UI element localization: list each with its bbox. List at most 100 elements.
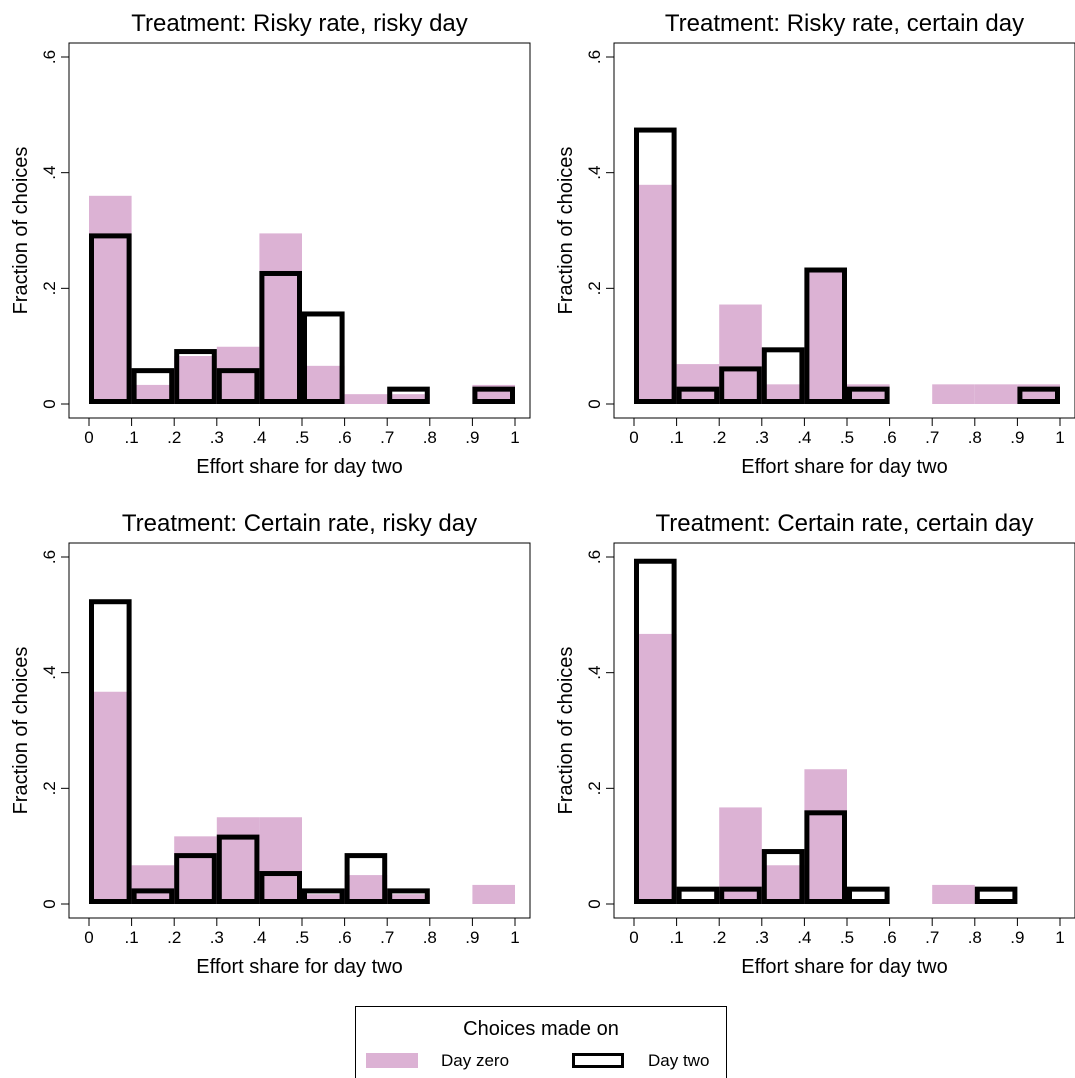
x-axis-title: Effort share for day two [196, 456, 402, 478]
bar-day-two [89, 233, 132, 404]
bar-day-two [804, 810, 848, 904]
x-tick-label: .1 [670, 928, 684, 947]
x-tick-label: 1 [510, 928, 519, 947]
x-axis-title: Effort share for day two [196, 956, 402, 978]
x-tick-label: 1 [510, 428, 519, 447]
bar-day-two [676, 386, 720, 404]
x-tick-label: .2 [167, 928, 181, 947]
x-tick-label: .9 [465, 928, 479, 947]
bar-day-zero [259, 817, 302, 904]
x-tick-label: .3 [755, 428, 769, 447]
bar-day-zero [974, 384, 1018, 404]
x-tick-label: .7 [380, 928, 394, 947]
x-tick-label: .5 [295, 428, 309, 447]
y-tick-label: .6 [40, 50, 59, 64]
bar-day-zero [932, 384, 975, 404]
x-tick-label: .4 [797, 428, 811, 447]
chart-panel-2: 0 .1 .2 .3 .4 .5 .6 .7 .8 .9 1 0 .2 .4 .6 Effort share … [555, 10, 1075, 478]
bar-day-two [131, 368, 175, 405]
x-tick-label: 1 [1055, 428, 1064, 447]
bar-day-two [974, 886, 1018, 905]
chart-title: Treatment: Risky rate, risky day [131, 10, 468, 37]
x-tick-label: 0 [84, 428, 93, 447]
bar-day-zero [634, 184, 677, 404]
bar-day-zero [174, 355, 217, 404]
bar-day-zero [174, 836, 217, 904]
y-tick-label: .6 [585, 550, 604, 564]
chart-title: Treatment: Certain rate, risky day [122, 510, 477, 537]
bar-day-two [634, 558, 677, 904]
y-tick-label: 0 [40, 399, 59, 408]
bar-day-two [216, 834, 260, 904]
x-tick-label: .8 [968, 928, 982, 947]
x-tick-label: .1 [125, 428, 139, 447]
bar-day-two [847, 886, 890, 905]
x-tick-label: 0 [629, 428, 638, 447]
y-tick-label: .4 [40, 166, 59, 180]
y-tick-label: .6 [40, 550, 59, 564]
bar-day-two [387, 386, 430, 404]
y-axis-title: Fraction of choices [555, 147, 577, 315]
y-axis-title: Fraction of choices [10, 147, 32, 315]
x-tick-label: .4 [252, 428, 266, 447]
bar-day-two [676, 886, 720, 905]
bar-day-zero [216, 346, 260, 404]
bar-day-two [1017, 386, 1061, 404]
legend-swatch-day-two [572, 1053, 624, 1068]
bar-day-two [259, 871, 302, 904]
y-tick-label: .2 [40, 781, 59, 795]
x-tick-label: .6 [883, 428, 897, 447]
bar-day-zero [89, 691, 132, 904]
bar-day-two [344, 853, 388, 905]
bar-day-zero [719, 304, 762, 404]
bar-day-two [847, 386, 890, 404]
x-tick-label: .8 [968, 428, 982, 447]
x-tick-label: .2 [167, 428, 181, 447]
y-tick-label: .2 [40, 281, 59, 295]
bar-day-zero [131, 865, 175, 904]
legend-swatch-day-zero [366, 1053, 418, 1068]
x-tick-label: .1 [125, 928, 139, 947]
x-tick-label: 0 [629, 928, 638, 947]
x-tick-label: 0 [84, 928, 93, 947]
bar-day-two [634, 127, 677, 404]
x-tick-label: .8 [423, 428, 437, 447]
x-axis-title: Effort share for day two [741, 956, 947, 978]
bar-day-two [89, 599, 132, 904]
bar-day-two [719, 886, 762, 905]
x-tick-label: .6 [338, 928, 352, 947]
bar-day-two [387, 888, 430, 905]
y-tick-label: 0 [585, 399, 604, 408]
bar-day-zero [344, 394, 388, 404]
bar-day-two [216, 368, 260, 405]
x-tick-label: .7 [925, 428, 939, 447]
bar-day-zero [216, 817, 260, 904]
x-axis-title: Effort share for day two [741, 456, 947, 478]
bar-day-zero [259, 233, 302, 404]
y-tick-label: 0 [40, 899, 59, 908]
x-tick-label: .2 [712, 928, 726, 947]
y-tick-label: 0 [585, 899, 604, 908]
x-tick-label: .4 [797, 928, 811, 947]
y-tick-label: .2 [585, 281, 604, 295]
x-tick-label: .3 [210, 428, 224, 447]
legend-title: Choices made on [463, 1018, 619, 1040]
x-tick-label: .2 [712, 428, 726, 447]
y-tick-label: .2 [585, 781, 604, 795]
x-tick-label: .9 [1010, 428, 1024, 447]
chart-panel-1: 0 .1 .2 .3 .4 .5 .6 .7 .8 .9 1 0 .2 .4 .6 Effort share … [10, 10, 531, 478]
chart-title: Treatment: Certain rate, certain day [656, 510, 1034, 537]
bar-day-two [761, 347, 805, 404]
x-tick-label: .3 [210, 928, 224, 947]
bar-day-zero [472, 884, 515, 904]
x-tick-label: 1 [1055, 928, 1064, 947]
legend-label-day-zero: Day zero [441, 1051, 510, 1070]
bar-day-two [174, 853, 217, 905]
bar-day-two [174, 349, 217, 404]
x-tick-label: .7 [380, 428, 394, 447]
y-tick-label: .4 [585, 166, 604, 180]
bar-day-two [761, 849, 805, 905]
histogram-figure: 0 .1 .2 .3 .4 .5 .6 .7 .8 .9 1 0 .2 .4 .6 Effort share … [10, 10, 1075, 978]
chart-panel-4: 0 .1 .2 .3 .4 .5 .6 .7 .8 .9 1 0 .2 .4 .6 Effort share … [555, 510, 1075, 978]
y-axis-title: Fraction of choices [555, 647, 577, 815]
